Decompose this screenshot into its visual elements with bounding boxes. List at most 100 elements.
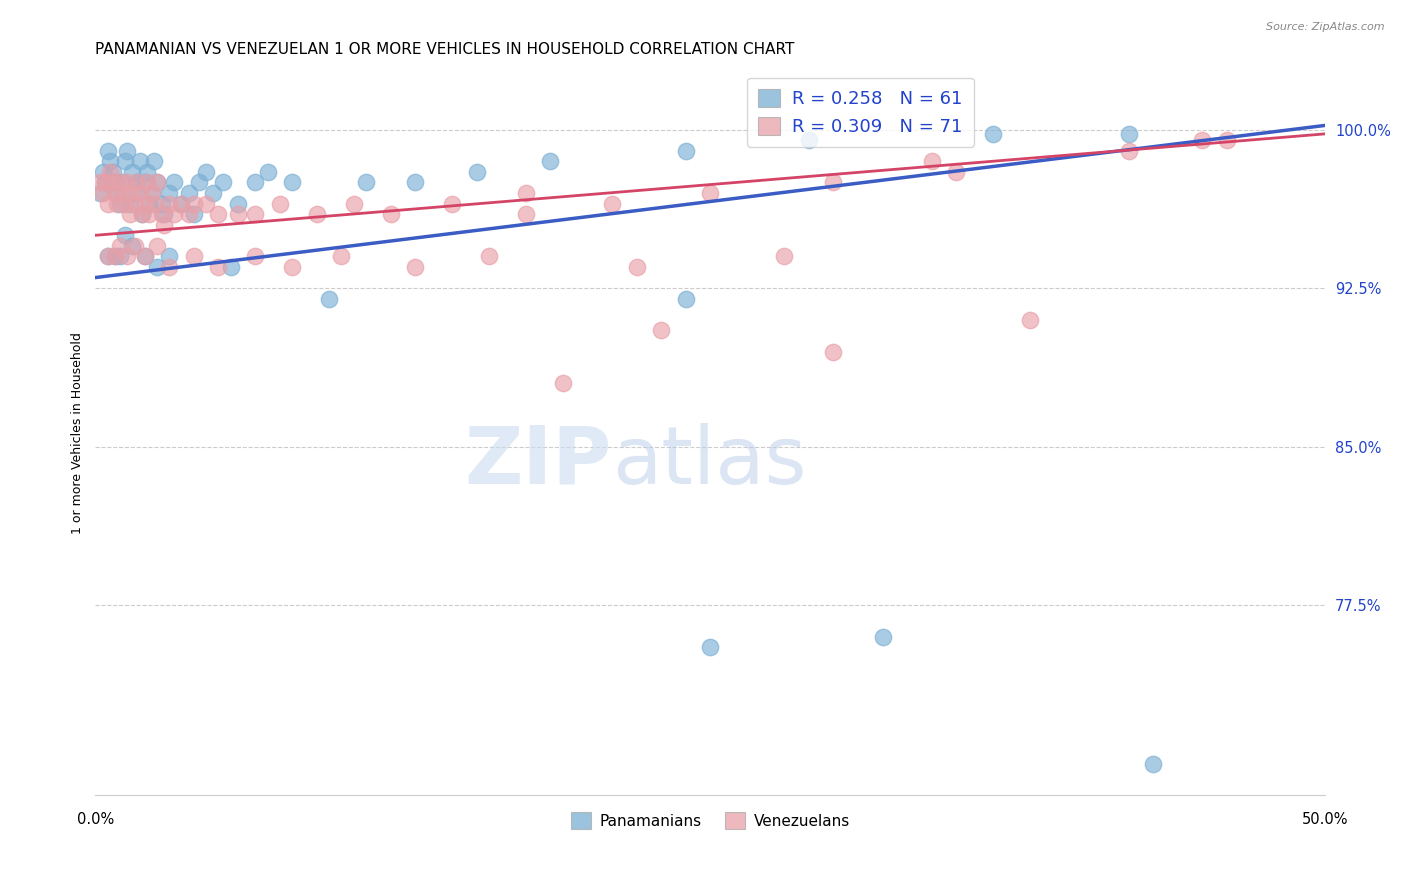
Point	[281, 176, 304, 190]
Point	[1216, 133, 1239, 147]
Point	[212, 176, 235, 190]
Point	[138, 196, 160, 211]
Point	[97, 249, 120, 263]
Point	[124, 186, 146, 200]
Point	[104, 249, 127, 263]
Legend: Panamanians, Venezuelans: Panamanians, Venezuelans	[565, 806, 856, 835]
Point	[98, 165, 121, 179]
Point	[121, 239, 143, 253]
Point	[108, 249, 131, 263]
Point	[330, 249, 353, 263]
Point	[136, 176, 159, 190]
Point	[98, 154, 121, 169]
Point	[354, 176, 377, 190]
Point	[94, 176, 117, 190]
Point	[650, 323, 672, 337]
Point	[1118, 144, 1140, 158]
Point	[157, 196, 180, 211]
Point	[143, 196, 166, 211]
Point	[281, 260, 304, 274]
Point	[134, 176, 156, 190]
Point	[441, 196, 464, 211]
Point	[195, 165, 218, 179]
Point	[111, 176, 134, 190]
Point	[91, 165, 114, 179]
Point	[207, 260, 229, 274]
Point	[1191, 133, 1213, 147]
Point	[318, 292, 340, 306]
Point	[146, 260, 169, 274]
Point	[1118, 127, 1140, 141]
Point	[104, 176, 127, 190]
Text: PANAMANIAN VS VENEZUELAN 1 OR MORE VEHICLES IN HOUSEHOLD CORRELATION CHART: PANAMANIAN VS VENEZUELAN 1 OR MORE VEHIC…	[96, 42, 794, 57]
Point	[404, 260, 426, 274]
Point	[177, 186, 200, 200]
Point	[380, 207, 402, 221]
Point	[108, 239, 131, 253]
Point	[515, 186, 537, 200]
Point	[153, 218, 176, 232]
Point	[305, 207, 328, 221]
Point	[245, 176, 267, 190]
Point	[97, 249, 120, 263]
Point	[89, 186, 111, 200]
Point	[124, 196, 146, 211]
Point	[269, 196, 291, 211]
Point	[183, 207, 205, 221]
Point	[94, 176, 117, 190]
Text: 50.0%: 50.0%	[1302, 813, 1348, 827]
Point	[127, 176, 149, 190]
Point	[101, 176, 124, 190]
Point	[195, 196, 218, 211]
Point	[404, 176, 426, 190]
Point	[1019, 313, 1042, 327]
Point	[343, 196, 366, 211]
Point	[163, 207, 186, 221]
Point	[91, 186, 114, 200]
Point	[117, 176, 139, 190]
Point	[108, 196, 131, 211]
Point	[97, 144, 120, 158]
Point	[114, 196, 136, 211]
Point	[626, 260, 648, 274]
Point	[245, 249, 267, 263]
Point	[157, 186, 180, 200]
Point	[1142, 756, 1164, 771]
Point	[153, 207, 176, 221]
Point	[170, 196, 193, 211]
Point	[104, 249, 127, 263]
Point	[699, 640, 721, 655]
Point	[141, 186, 163, 200]
Point	[823, 176, 845, 190]
Point	[128, 186, 150, 200]
Point	[157, 260, 180, 274]
Point	[872, 630, 894, 644]
Point	[797, 133, 820, 147]
Point	[131, 207, 153, 221]
Point	[478, 249, 501, 263]
Point	[157, 249, 180, 263]
Point	[163, 176, 186, 190]
Point	[187, 176, 209, 190]
Point	[117, 144, 139, 158]
Point	[111, 186, 134, 200]
Point	[202, 186, 225, 200]
Text: 0.0%: 0.0%	[77, 813, 114, 827]
Point	[183, 196, 205, 211]
Point	[114, 154, 136, 169]
Point	[675, 292, 697, 306]
Point	[219, 260, 242, 274]
Point	[245, 207, 267, 221]
Point	[600, 196, 623, 211]
Point	[170, 196, 193, 211]
Point	[128, 154, 150, 169]
Point	[226, 207, 249, 221]
Text: atlas: atlas	[612, 423, 807, 501]
Point	[465, 165, 488, 179]
Point	[107, 186, 129, 200]
Point	[945, 165, 967, 179]
Point	[134, 196, 156, 211]
Point	[150, 207, 173, 221]
Point	[118, 207, 141, 221]
Text: ZIP: ZIP	[465, 423, 612, 501]
